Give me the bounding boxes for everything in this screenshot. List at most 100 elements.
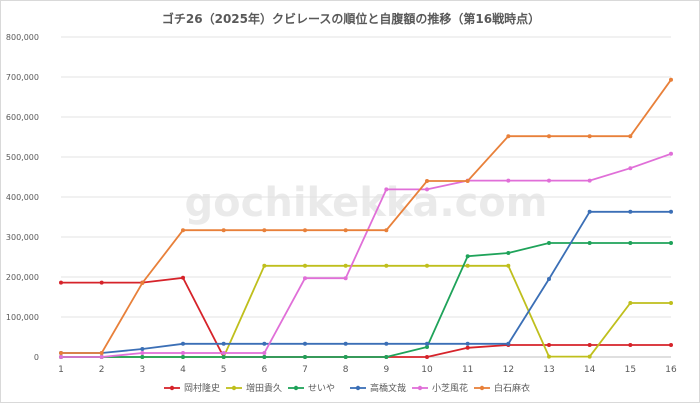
legend-label: 小芝風花 bbox=[432, 382, 468, 394]
data-point bbox=[425, 263, 429, 268]
data-point bbox=[425, 179, 429, 183]
data-point bbox=[262, 228, 267, 233]
series-4 bbox=[59, 151, 673, 359]
data-point bbox=[59, 355, 63, 359]
x-tick-label: 13 bbox=[543, 365, 554, 375]
data-point bbox=[303, 341, 307, 346]
data-point bbox=[669, 241, 673, 245]
legend: 岡村隆史 増田貴久 せいや 高橋文哉 小芝風花 白石麻衣 bbox=[164, 382, 530, 394]
data-point bbox=[303, 276, 307, 281]
legend-marker bbox=[479, 385, 485, 391]
data-point bbox=[547, 343, 551, 347]
legend-item: 岡村隆史 bbox=[164, 382, 220, 394]
data-point bbox=[181, 275, 185, 280]
legend-label: 高橋文哉 bbox=[370, 382, 406, 394]
data-point bbox=[262, 263, 267, 268]
data-point bbox=[506, 263, 511, 268]
y-tick-label: 500,000 bbox=[6, 153, 39, 162]
x-tick-label: 9 bbox=[383, 365, 389, 375]
data-point bbox=[221, 351, 226, 355]
data-point bbox=[181, 355, 185, 359]
x-tick-label: 6 bbox=[261, 365, 267, 375]
data-point bbox=[465, 263, 470, 268]
data-point bbox=[465, 341, 470, 346]
data-point bbox=[140, 355, 145, 359]
data-point bbox=[221, 355, 226, 359]
data-point bbox=[181, 341, 185, 346]
data-point bbox=[140, 351, 145, 355]
data-point bbox=[465, 254, 470, 259]
data-point bbox=[587, 134, 592, 139]
y-tick-label: 100,000 bbox=[6, 313, 39, 322]
data-point bbox=[506, 134, 511, 139]
x-tick-label: 16 bbox=[665, 365, 677, 375]
legend-label: せいや bbox=[308, 383, 335, 394]
data-point bbox=[628, 134, 633, 139]
data-point bbox=[587, 209, 592, 214]
gridlines bbox=[61, 36, 671, 358]
x-tick-label: 4 bbox=[180, 365, 186, 375]
data-point bbox=[221, 228, 226, 233]
data-point bbox=[628, 301, 633, 305]
data-point bbox=[669, 343, 673, 347]
data-point bbox=[425, 187, 429, 192]
x-tick-label: 10 bbox=[421, 365, 433, 375]
legend-marker bbox=[355, 385, 361, 391]
y-tick-label: 300,000 bbox=[6, 233, 39, 242]
chart-title: ゴチ26（2025年）クビレースの順位と自腹額の推移（第16戦時点） bbox=[161, 12, 541, 26]
x-tick-label: 2 bbox=[99, 365, 105, 375]
data-point bbox=[59, 351, 63, 355]
y-tick-label: 700,000 bbox=[6, 73, 39, 82]
data-point bbox=[547, 241, 551, 245]
data-point bbox=[669, 301, 673, 305]
x-tick-label: 11 bbox=[462, 365, 473, 375]
legend-item: 増田貴久 bbox=[226, 382, 282, 394]
x-tick-label: 1 bbox=[58, 365, 64, 375]
legend-label: 白石麻衣 bbox=[494, 382, 530, 394]
y-tick-label: 600,000 bbox=[6, 113, 39, 122]
data-point bbox=[628, 343, 633, 347]
data-point bbox=[547, 134, 551, 139]
data-point bbox=[59, 280, 63, 285]
x-tick-label: 15 bbox=[625, 365, 636, 375]
data-point bbox=[669, 77, 673, 82]
data-point bbox=[587, 343, 592, 347]
x-tick-label: 7 bbox=[302, 365, 308, 375]
data-point bbox=[181, 228, 185, 233]
series-line bbox=[61, 210, 671, 354]
data-point bbox=[99, 351, 104, 355]
legend-label: 増田貴久 bbox=[246, 382, 282, 394]
series-line bbox=[61, 242, 671, 358]
y-tick-label: 0 bbox=[34, 353, 39, 362]
data-point bbox=[262, 355, 267, 359]
data-point bbox=[303, 228, 307, 233]
data-point bbox=[587, 354, 592, 359]
data-point bbox=[628, 166, 633, 171]
x-axis-ticks: 1 2 3 4 5 6 7 8 9 10 11 12 13 14 15 16 bbox=[58, 365, 677, 375]
series-lines bbox=[59, 77, 673, 359]
series-line bbox=[61, 79, 672, 354]
data-point bbox=[303, 263, 307, 268]
series-2 bbox=[59, 241, 673, 359]
data-point bbox=[669, 151, 673, 156]
legend-marker bbox=[169, 385, 175, 391]
legend-marker bbox=[231, 385, 237, 391]
data-point bbox=[262, 351, 267, 355]
data-point bbox=[384, 341, 389, 346]
legend-marker bbox=[293, 385, 299, 391]
y-axis-ticks: 0 100,000 200,000 300,000 400,000 500,000 600,… bbox=[6, 33, 39, 362]
watermark: gochikekka.com bbox=[185, 180, 548, 226]
data-point bbox=[343, 341, 348, 346]
data-point bbox=[465, 345, 470, 350]
legend-item: 白石麻衣 bbox=[474, 382, 530, 394]
data-point bbox=[547, 178, 551, 183]
legend-item: 高橋文哉 bbox=[350, 382, 406, 394]
data-point bbox=[628, 209, 633, 214]
data-point bbox=[181, 351, 185, 355]
data-point bbox=[343, 276, 348, 281]
data-point bbox=[343, 228, 348, 233]
data-point bbox=[303, 355, 307, 359]
legend-item: 小芝風花 bbox=[412, 382, 468, 394]
